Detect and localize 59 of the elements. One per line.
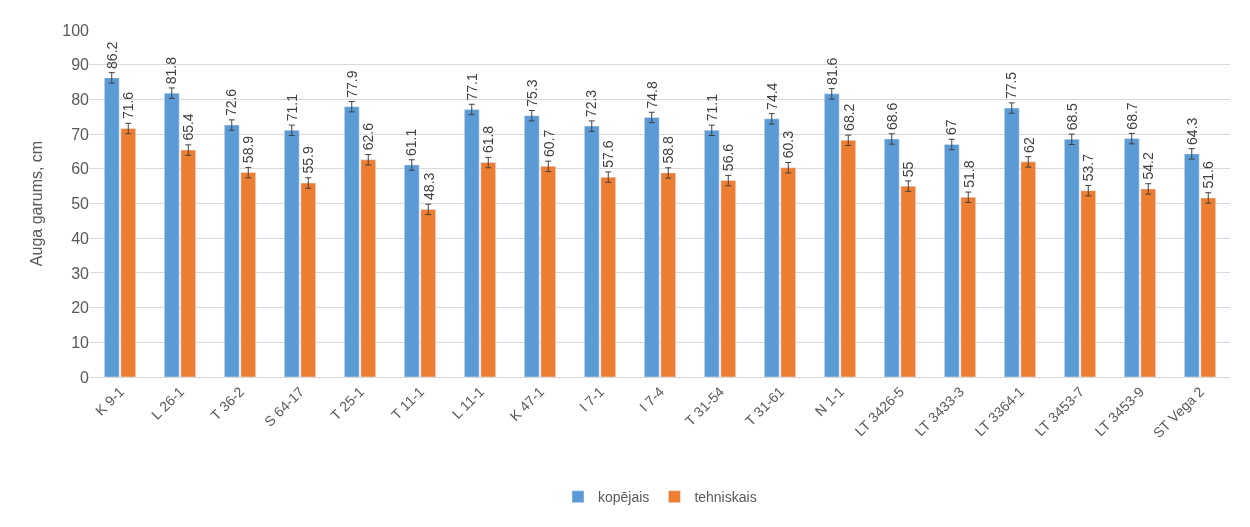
data-label: 54.2 (1140, 152, 1157, 180)
y-tick-label: 60 (71, 160, 90, 178)
x-tick-label: T 11-1 (388, 383, 428, 423)
data-label: 55 (900, 161, 917, 178)
y-tick-label: 70 (71, 125, 90, 143)
data-label: 68.5 (1064, 102, 1081, 131)
y-tick-label: 90 (71, 56, 90, 74)
data-label: 77.1 (463, 73, 480, 101)
y-tick-label: 40 (71, 229, 90, 247)
data-label: 71.6 (120, 91, 137, 120)
data-label: 58.8 (659, 136, 676, 164)
x-tick-label: I 7-1 (575, 383, 608, 415)
data-label: 48.3 (420, 172, 437, 200)
data-label: 60.7 (540, 129, 557, 157)
data-label: 77.5 (1003, 71, 1020, 100)
y-tick-label: 50 (71, 195, 90, 213)
data-label: 64.3 (1183, 117, 1200, 145)
legend-label: tehniskais (694, 489, 757, 506)
y-tick-label: 30 (71, 264, 90, 282)
x-tick-label: N 1-1 (811, 383, 848, 420)
data-label: 71.1 (284, 93, 301, 122)
data-label: 65.4 (179, 113, 196, 141)
data-label: 81.8 (163, 56, 180, 85)
data-label: 86.2 (103, 41, 120, 69)
data-label: 58.9 (240, 135, 257, 164)
y-tick-label: 80 (71, 91, 90, 108)
data-label: 55.9 (299, 146, 316, 174)
data-label: 74.4 (763, 82, 780, 110)
y-tick-label: 20 (71, 299, 90, 317)
data-label: 74.8 (644, 81, 661, 109)
x-tick-label: L 11-1 (448, 383, 488, 422)
data-label: 77.9 (343, 70, 360, 98)
data-label: 75.3 (523, 79, 540, 107)
data-label: 60.3 (780, 130, 797, 159)
data-label: 68.6 (883, 102, 900, 130)
legend-label: kopējais (598, 489, 650, 506)
y-tick-label: 10 (71, 333, 90, 351)
y-axis-title: Auga garums, cm (28, 140, 46, 267)
x-tick-label: K 9-1 (92, 383, 128, 419)
y-tick-label: 0 (80, 368, 90, 386)
data-label: 72.6 (223, 88, 240, 117)
data-label: 57.6 (599, 140, 616, 168)
data-label: 62 (1020, 137, 1037, 153)
data-label: 61.1 (403, 128, 420, 157)
data-label: 71.1 (704, 93, 721, 122)
data-label: 67 (943, 119, 960, 136)
data-label: 51.6 (1200, 161, 1217, 189)
y-tick-label: 100 (62, 21, 90, 39)
x-tick-label: I 7-4 (635, 383, 668, 415)
data-label: 61.8 (480, 125, 497, 154)
data-label: 81.6 (823, 57, 840, 85)
data-label: 68.2 (840, 103, 857, 131)
data-label: 68.7 (1123, 102, 1140, 130)
data-label: 53.7 (1080, 153, 1097, 182)
data-label: 51.8 (960, 160, 977, 188)
data-label: 72.3 (583, 89, 600, 118)
x-tick-label: K 47-1 (506, 383, 548, 425)
data-label: 56.6 (720, 143, 737, 172)
data-label: 62.6 (360, 122, 377, 151)
